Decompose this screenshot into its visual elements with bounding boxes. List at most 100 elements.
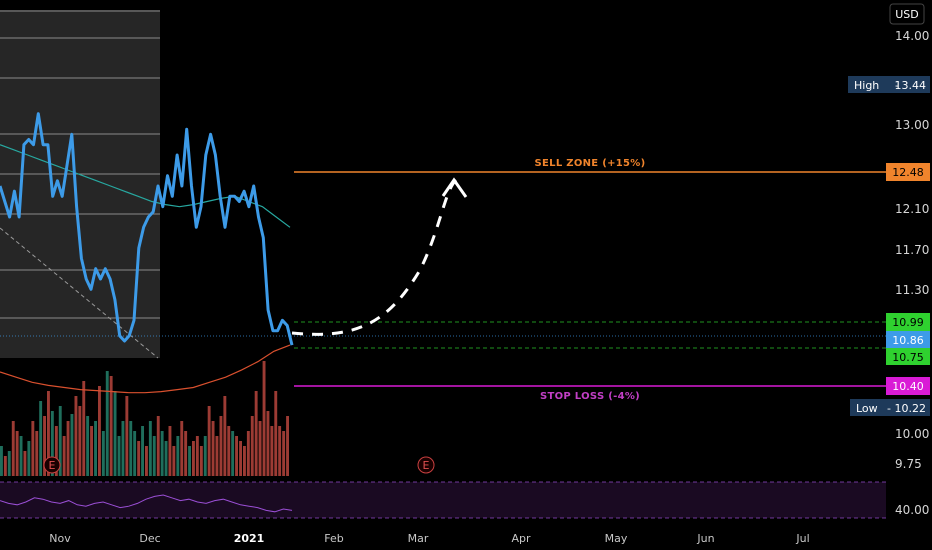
svg-text:10.22: 10.22 <box>895 402 927 415</box>
x-tick: Mar <box>408 532 429 545</box>
highlight-box <box>0 10 160 358</box>
volume-bar <box>219 416 223 476</box>
volume-bar <box>286 416 289 476</box>
sell-zone-price-tag: 12.48 <box>886 163 930 181</box>
svg-text:Low: Low <box>856 402 878 415</box>
volume-bar <box>223 396 227 476</box>
volume-bar <box>180 421 184 476</box>
volume-bar <box>129 421 133 476</box>
volume-bar <box>152 436 156 476</box>
volume-bar <box>3 456 7 476</box>
x-tick: May <box>605 532 628 545</box>
volume-bar <box>231 431 235 476</box>
volume-bar <box>105 371 109 476</box>
volume-bar <box>94 421 97 476</box>
volume-bar <box>74 396 78 476</box>
volume-bar <box>43 416 46 476</box>
y-tick: 12.10 <box>895 202 929 216</box>
rsi-tick: 40.00 <box>895 503 929 517</box>
box-grid-lines <box>0 10 160 319</box>
projection-arc <box>291 178 458 336</box>
svg-text:E: E <box>49 459 56 472</box>
volume-bar <box>168 426 172 476</box>
volume-bar <box>274 391 278 476</box>
svg-text:10.40: 10.40 <box>892 380 924 393</box>
earnings-marker[interactable]: E <box>417 456 435 474</box>
volume-bar <box>11 421 15 476</box>
svg-text:10.99: 10.99 <box>892 316 924 329</box>
volume-bar <box>19 436 23 476</box>
volume-bar <box>203 436 207 476</box>
volume-bar <box>86 416 90 476</box>
volume-bars <box>0 361 289 476</box>
volume-bar <box>15 431 19 476</box>
volume-bar <box>243 446 246 476</box>
y-tick: 10.00 <box>895 427 929 441</box>
volume-bar <box>66 421 70 476</box>
volume-bar <box>270 426 274 476</box>
volume-bar <box>101 431 105 476</box>
svg-text:USD: USD <box>895 8 919 21</box>
x-tick: Nov <box>49 532 71 545</box>
volume-bar <box>125 396 129 476</box>
earnings-marker[interactable]: E <box>43 456 61 474</box>
entry-upper-price-tag: 10.99 <box>886 313 930 331</box>
volume-bar <box>0 446 3 476</box>
svg-text:-: - <box>887 402 891 415</box>
y-tick: 9.75 <box>895 457 922 471</box>
volume-bar <box>258 421 262 476</box>
volume-bar <box>121 421 125 476</box>
volume-bar <box>156 416 160 476</box>
volume-bar <box>172 446 176 476</box>
rsi-line <box>0 494 293 513</box>
volume-bar <box>137 441 141 476</box>
volume-bar <box>215 436 219 476</box>
volume-bar <box>82 381 86 476</box>
volume-bar <box>192 441 195 476</box>
volume-bar <box>184 431 188 476</box>
high-badge: High - 13.44 <box>848 76 930 93</box>
y-tick: 11.70 <box>895 243 929 257</box>
volume-bar <box>50 411 54 476</box>
volume-bar <box>31 421 35 476</box>
svg-text:High: High <box>854 79 879 92</box>
volume-bar <box>195 436 199 476</box>
volume-bar <box>117 436 121 476</box>
y-tick: 13.00 <box>895 118 929 132</box>
volume-bar <box>235 436 238 476</box>
volume-bar <box>35 431 39 476</box>
volume-bar <box>39 401 43 476</box>
volume-bar <box>47 391 50 476</box>
stop-loss-label: STOP LOSS (-4%) <box>540 391 640 402</box>
svg-text:12.48: 12.48 <box>892 166 924 179</box>
volume-bar <box>164 441 168 476</box>
volume-bar <box>254 391 258 476</box>
volume-bar <box>239 441 242 476</box>
x-tick: Dec <box>139 532 160 545</box>
volume-bar <box>211 421 215 476</box>
svg-text:10.86: 10.86 <box>892 334 924 347</box>
volume-bar <box>78 406 82 476</box>
last-price-tag: 10.86 <box>886 331 930 348</box>
x-tick: Feb <box>324 532 343 545</box>
volume-bar <box>199 446 203 476</box>
y-tick: 11.30 <box>895 283 929 297</box>
volume-bar <box>113 391 117 476</box>
volume-bar <box>250 416 254 476</box>
volume-bar <box>145 446 148 476</box>
x-tick: Apr <box>511 532 531 545</box>
volume-bar <box>278 426 282 476</box>
volume-bar <box>98 386 101 476</box>
volume-bar <box>90 426 93 476</box>
svg-text:13.44: 13.44 <box>895 79 927 92</box>
svg-text:-: - <box>895 79 899 92</box>
currency-button[interactable]: USD <box>889 3 925 25</box>
volume-bar <box>160 431 164 476</box>
x-tick: Jul <box>795 532 809 545</box>
volume-bar <box>109 376 113 476</box>
stop-loss-price-tag: 10.40 <box>886 377 930 395</box>
volume-bar <box>266 411 270 476</box>
sell-zone-label: SELL ZONE (+15%) <box>535 158 646 169</box>
volume-bar <box>70 414 74 476</box>
